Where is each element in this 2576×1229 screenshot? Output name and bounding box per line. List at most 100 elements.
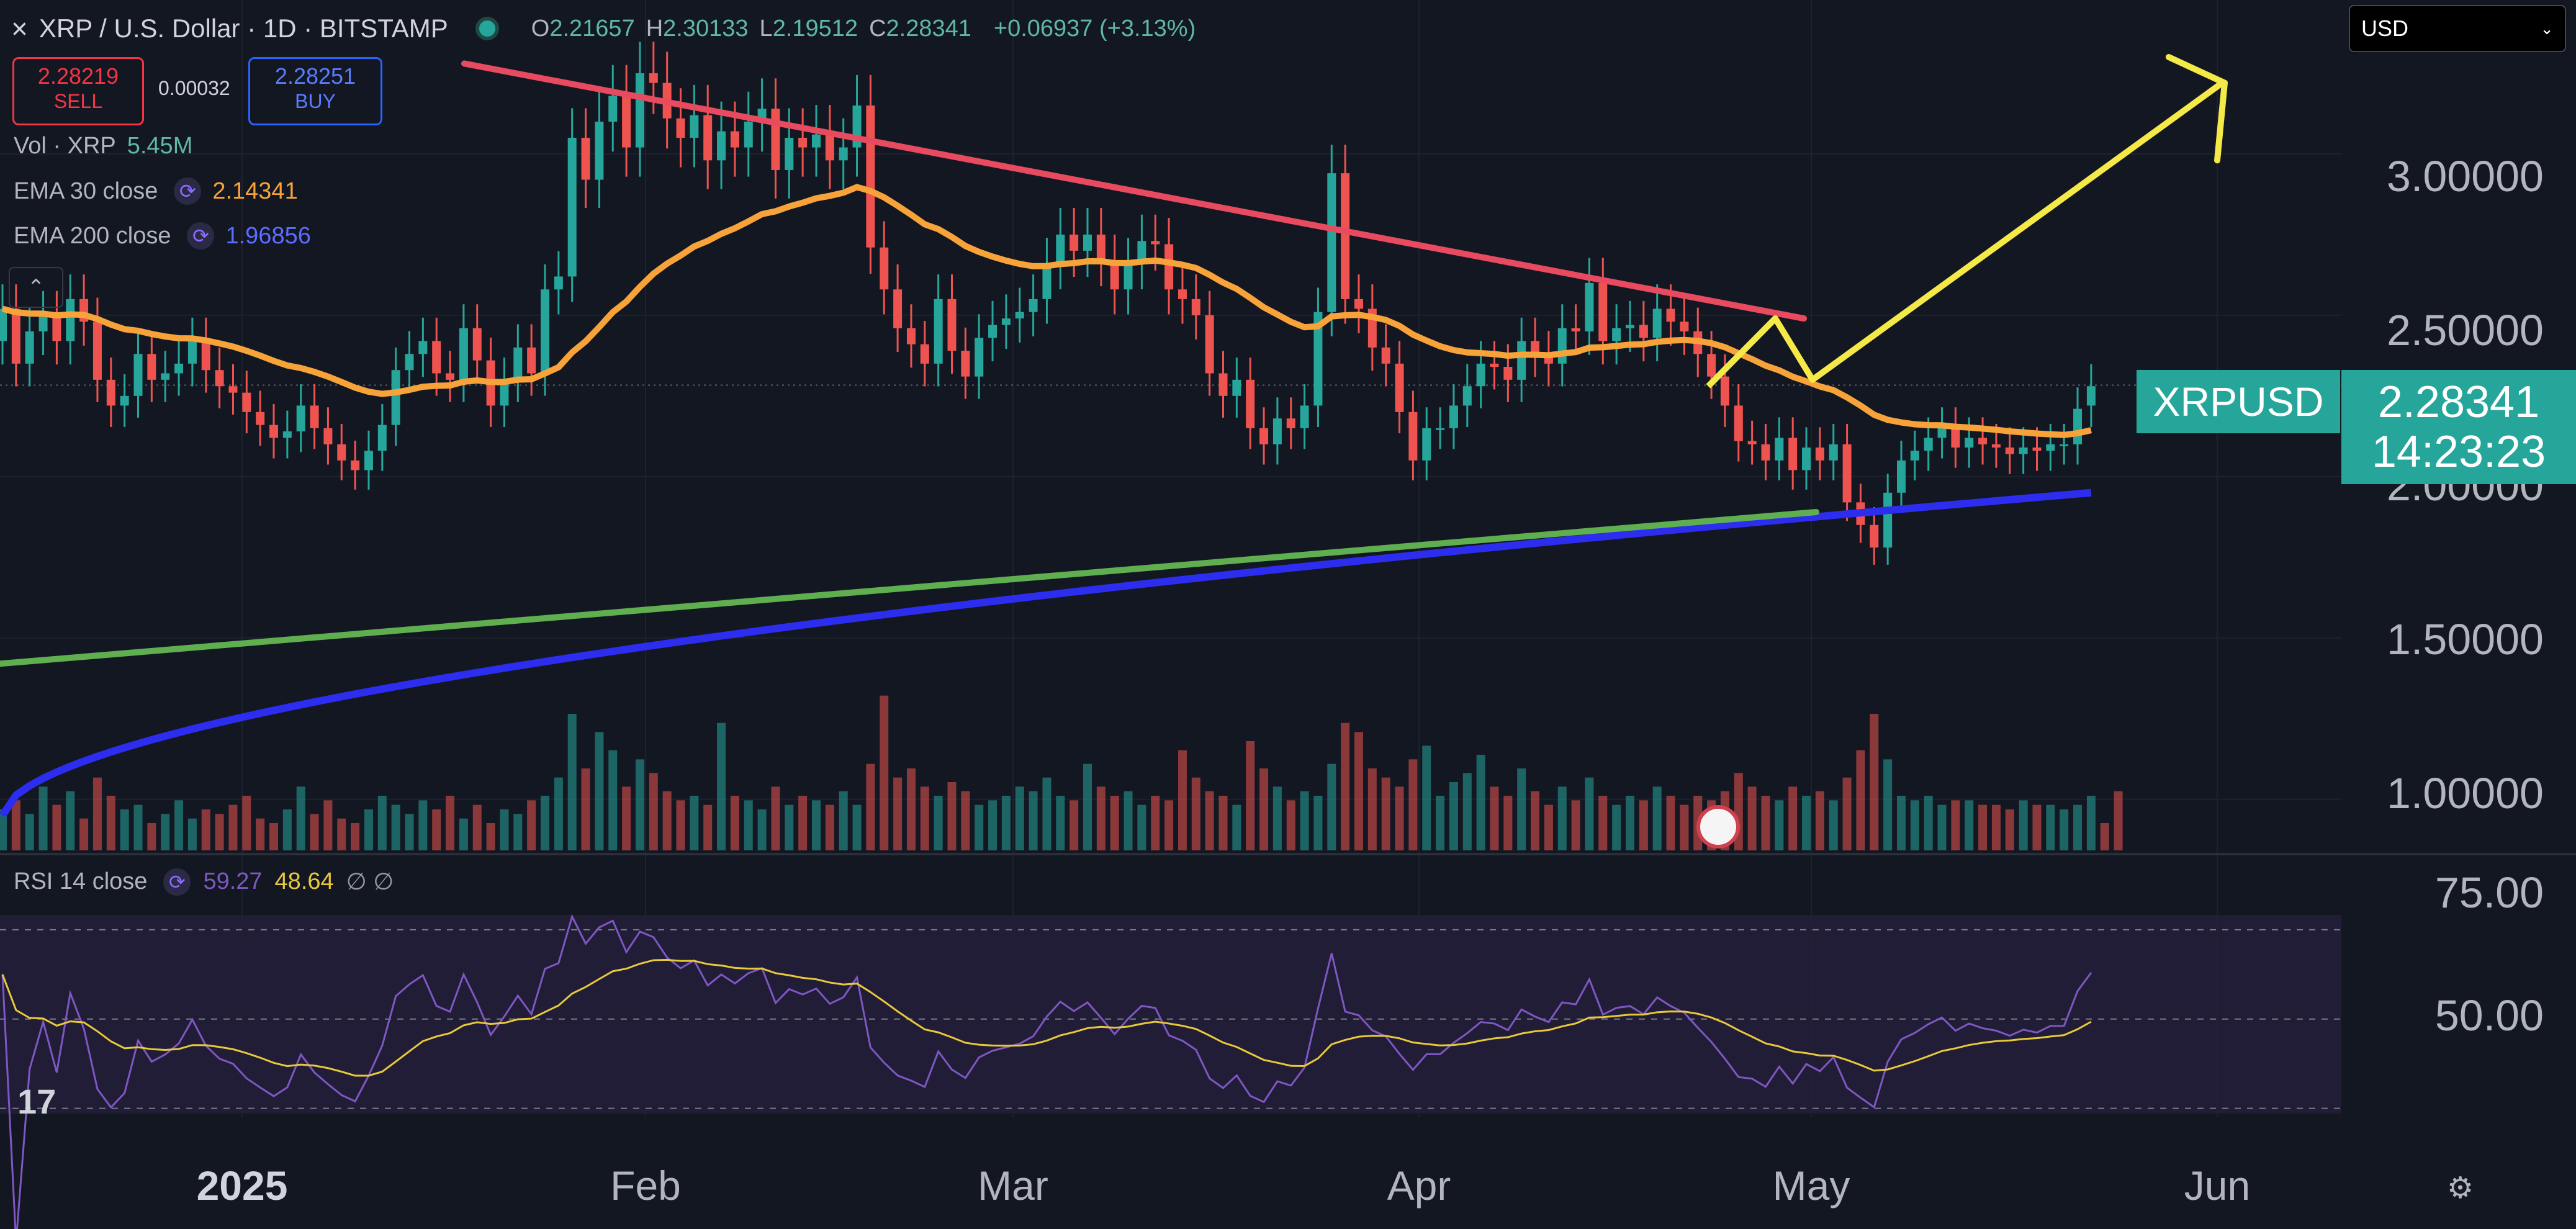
candle-body: [1395, 363, 1404, 412]
rsi-axis-label: 50.00: [2434, 991, 2544, 1040]
candle-body: [1517, 341, 1526, 380]
refresh-icon[interactable]: ⟳: [174, 178, 202, 205]
sell-label: SELL: [53, 90, 103, 112]
rsi-band: [0, 915, 2341, 1114]
price-axis-label: 3.00000: [2386, 152, 2544, 200]
candle-body: [2032, 447, 2042, 451]
close-icon[interactable]: ×: [11, 12, 28, 45]
candle-body: [567, 137, 577, 277]
candle-body: [1476, 363, 1485, 387]
volume-bar: [25, 814, 34, 850]
price-axis-label: 1.00000: [2386, 769, 2544, 817]
volume-legend[interactable]: Vol · XRP 5.45M: [14, 133, 192, 160]
ema200-legend[interactable]: EMA 200 close ⟳ 1.96856: [14, 222, 311, 250]
candle-body: [1246, 379, 1255, 428]
candle-body: [1734, 405, 1743, 441]
candle-body: [1802, 447, 1811, 470]
candle-body: [106, 379, 115, 406]
candle-body: [1897, 460, 1906, 493]
candle-body: [405, 354, 414, 371]
candle-body: [1422, 428, 1431, 461]
volume-bar: [1300, 791, 1309, 850]
candle-body: [242, 392, 251, 412]
volume-bar: [296, 786, 305, 850]
candle-body: [1436, 428, 1445, 430]
volume-bar: [1070, 800, 1079, 850]
refresh-icon[interactable]: ⟳: [163, 868, 191, 896]
volume-bar: [1232, 804, 1241, 850]
volume-bar: [215, 814, 224, 850]
volume-bar: [1639, 800, 1648, 850]
candle-body: [215, 370, 224, 387]
candle-body: [1462, 386, 1472, 406]
buy-button[interactable]: 2.28251 BUY: [248, 57, 382, 125]
time-axis-label: May: [1772, 1163, 1850, 1209]
volume-bar: [1151, 796, 1160, 850]
candle-body: [1029, 299, 1038, 312]
volume-bar: [1557, 786, 1567, 850]
currency-value: USD: [2361, 16, 2409, 41]
refresh-icon[interactable]: ⟳: [187, 222, 215, 250]
candle-body: [2073, 408, 2083, 444]
candle-body: [25, 331, 34, 364]
sell-button[interactable]: 2.28219 SELL: [12, 57, 144, 125]
candle-body: [1598, 282, 1608, 341]
ema30-legend[interactable]: EMA 30 close ⟳ 2.14341: [14, 178, 298, 205]
projection-path: [1706, 80, 2224, 389]
candle-body: [228, 386, 238, 393]
volume-bar: [1096, 786, 1106, 850]
candle-body: [676, 118, 685, 138]
volume-bar: [866, 763, 875, 850]
candle-body: [1191, 299, 1200, 315]
symbol-title[interactable]: XRP / U.S. Dollar · 1D · BITSTAMP: [38, 14, 448, 43]
candle-body: [1178, 289, 1187, 299]
volume-bar: [1286, 800, 1295, 850]
candle-body: [1571, 328, 1580, 331]
tradingview-logo-icon[interactable]: 17: [17, 1082, 56, 1121]
chevron-down-icon: ⌄: [2540, 19, 2554, 38]
rsi-legend[interactable]: RSI 14 close ⟳ 59.27 48.64 ∅ ∅: [14, 868, 394, 896]
settings-gear-icon[interactable]: ⚙: [2447, 1172, 2474, 1205]
volume-bar: [1883, 759, 1893, 850]
volume-bar: [622, 786, 631, 850]
market-status-dot[interactable]: [475, 17, 499, 40]
ohlc-values: O2.21657 H2.30133 L2.19512 C2.28341 +0.06937…: [531, 16, 1196, 42]
currency-select[interactable]: USD ⌄: [2349, 5, 2566, 52]
candle-body: [1096, 234, 1106, 261]
volume-bar: [187, 818, 197, 850]
candle-body: [730, 131, 739, 148]
ema200-label: EMA 200 close: [14, 222, 171, 249]
volume-bar: [1517, 768, 1526, 850]
volume-bar: [1178, 750, 1187, 850]
volume-bar: [1408, 759, 1418, 850]
buy-price: 2.28251: [274, 63, 356, 89]
volume-bar: [1924, 796, 1933, 850]
candle-body: [1842, 444, 1852, 503]
candle-body: [1286, 418, 1295, 428]
candle-body: [906, 328, 916, 344]
volume-bar: [2100, 823, 2109, 850]
volume-bar: [825, 804, 834, 850]
volume-bar: [418, 800, 428, 850]
volume-bar: [771, 786, 780, 850]
volume-bar: [1272, 786, 1282, 850]
volume-bar: [744, 800, 753, 850]
volume-bar: [757, 809, 767, 850]
candle-body: [2019, 447, 2028, 454]
candle-body: [825, 134, 834, 161]
ema30-label: EMA 30 close: [14, 178, 158, 204]
candle-body: [635, 73, 644, 148]
candle-body: [391, 370, 400, 425]
candle-body: [187, 341, 197, 364]
candle-body: [1965, 438, 1974, 448]
collapse-legend-button[interactable]: ⌃: [9, 267, 63, 308]
spread-value: 0.00032: [158, 77, 230, 99]
volume-bar: [1124, 791, 1133, 850]
candle-body: [1205, 315, 1214, 374]
candle-body: [622, 96, 631, 148]
candle-body: [1829, 444, 1838, 461]
volume-bar: [351, 823, 360, 850]
rsi-pane: [0, 914, 2341, 1229]
candle-body: [1612, 328, 1621, 341]
